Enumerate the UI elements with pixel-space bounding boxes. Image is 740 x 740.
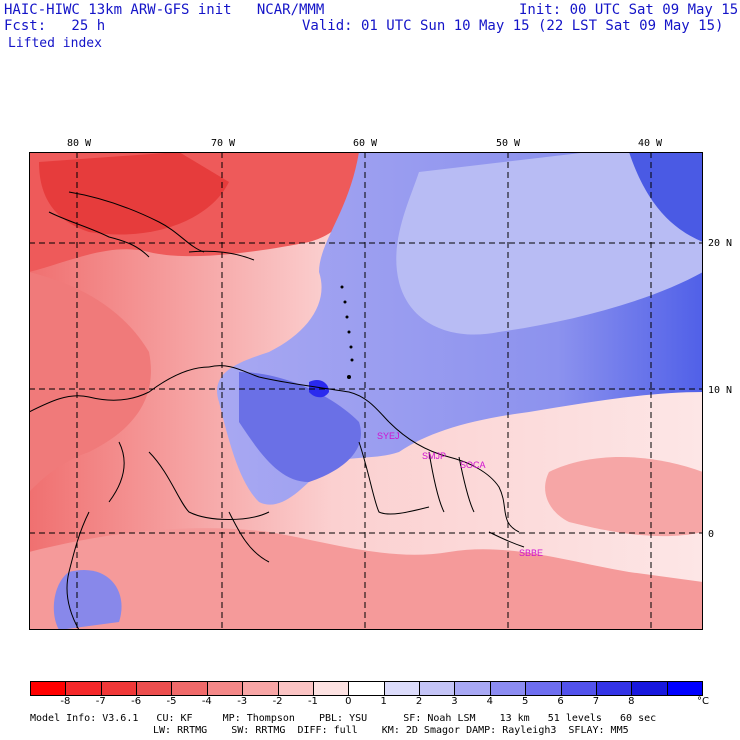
- lat-label-10n: 10 N: [708, 385, 733, 396]
- colorbar-swatch: [171, 681, 207, 696]
- islands: [340, 285, 354, 379]
- colorbar-swatch: [277, 681, 313, 696]
- colorbar-divider: [595, 681, 597, 696]
- colorbar-swatch: [631, 681, 667, 696]
- colorbar-divider: [489, 681, 491, 696]
- lon-label-70w: 70 W: [211, 138, 236, 149]
- colorbar-divider: [560, 681, 562, 696]
- lon-label-40w: 40 W: [638, 138, 663, 149]
- colorbar-label: 7: [592, 696, 600, 707]
- colorbar-swatch: [65, 681, 101, 696]
- colorbar-divider: [206, 681, 208, 696]
- colorbar-swatch: [30, 681, 66, 696]
- colorbar-swatch: [312, 681, 349, 696]
- lifted-index-map: SYEJ SMJP SOCA SBBE: [29, 152, 703, 630]
- colorbar-divider: [631, 681, 633, 696]
- colorbar-divider: [419, 681, 421, 696]
- colorbar-swatch: [595, 681, 632, 696]
- colorbar-swatch: [348, 681, 384, 696]
- colorbar-swatch: [454, 681, 490, 696]
- lon-label-50w: 50 W: [496, 138, 521, 149]
- colorbar-label: 6: [557, 696, 564, 707]
- colorbar-divider: [65, 681, 67, 696]
- colorbar-swatch: [383, 681, 420, 696]
- colorbar-label: -7: [95, 696, 106, 707]
- colorbar-swatch: [666, 681, 702, 696]
- valid-time: Valid: 01 UTC Sun 10 May 15 (22 LST Sat …: [302, 18, 724, 34]
- colorbar-divider: [525, 681, 527, 696]
- colorbar-swatch: [242, 681, 278, 696]
- colorbar-divider: [383, 681, 385, 696]
- colorbar-label: -4: [201, 696, 212, 707]
- field-shading: [29, 152, 703, 630]
- colorbar-label: -5: [166, 696, 177, 707]
- colorbar-divider: [702, 681, 703, 696]
- colorbar-swatch: [525, 681, 561, 696]
- station-labels: SYEJ SMJP SOCA SBBE: [377, 431, 543, 558]
- colorbar-swatch: [489, 681, 526, 696]
- colorbar-unit: °C: [697, 696, 709, 707]
- colorbar-swatch: [136, 681, 172, 696]
- graticule: [29, 152, 703, 630]
- colorbar-divider: [242, 681, 244, 696]
- colorbar-swatch: [206, 681, 243, 696]
- colorbar-label: 0: [345, 696, 352, 707]
- colorbar-label: 2: [415, 696, 423, 707]
- lat-label-0: 0: [708, 529, 715, 540]
- map-frame: [29, 152, 703, 630]
- colorbar-label: -2: [272, 696, 283, 707]
- colorbar-divider: [100, 681, 102, 696]
- colorbar-swatch: [560, 681, 596, 696]
- model-info-line-2: LW: RRTMG SW: RRTMG DIFF: full KM: 2D Sm…: [153, 725, 629, 736]
- colorbar-divider: [348, 681, 350, 696]
- colorbar-divider: [136, 681, 138, 696]
- model-info-line-1: Model Info: V3.6.1 CU: KF MP: Thompson P…: [30, 713, 657, 724]
- colorbar-label: 4: [486, 696, 493, 707]
- colorbar-label: 1: [380, 696, 387, 707]
- coastlines: [29, 191, 525, 630]
- lon-label-60w: 60 W: [353, 138, 378, 149]
- colorbar-label: 5: [521, 696, 529, 707]
- chart-title: HAIC-HIWC 13km ARW-GFS init NCAR/MMM: [4, 2, 325, 18]
- colorbar-label: -8: [60, 696, 71, 707]
- colorbar-label: -6: [131, 696, 142, 707]
- forecast-hour: Fcst: 25 h: [4, 18, 106, 34]
- field-name: Lifted index: [8, 36, 102, 51]
- init-time: Init: 00 UTC Sat 09 May 15: [519, 2, 739, 18]
- colorbar-label: 8: [628, 696, 635, 707]
- lat-label-20n: 20 N: [708, 238, 733, 249]
- colorbar-swatch: [419, 681, 455, 696]
- lon-label-80w: 80 W: [67, 138, 92, 149]
- station-smjp: SMJP: [422, 451, 446, 461]
- colorbar-label: -1: [307, 696, 318, 707]
- colorbar-swatch: [100, 681, 137, 696]
- colorbar-divider: [312, 681, 314, 696]
- colorbar-divider: [666, 681, 668, 696]
- colorbar-divider: [454, 681, 456, 696]
- station-soca: SOCA: [460, 460, 486, 470]
- colorbar-label: 3: [451, 696, 458, 707]
- station-syej: SYEJ: [377, 431, 400, 441]
- station-sbbe: SBBE: [519, 548, 543, 558]
- colorbar-divider: [30, 681, 31, 696]
- colorbar-label: -3: [237, 696, 248, 707]
- colorbar-divider: [277, 681, 279, 696]
- colorbar-divider: [171, 681, 173, 696]
